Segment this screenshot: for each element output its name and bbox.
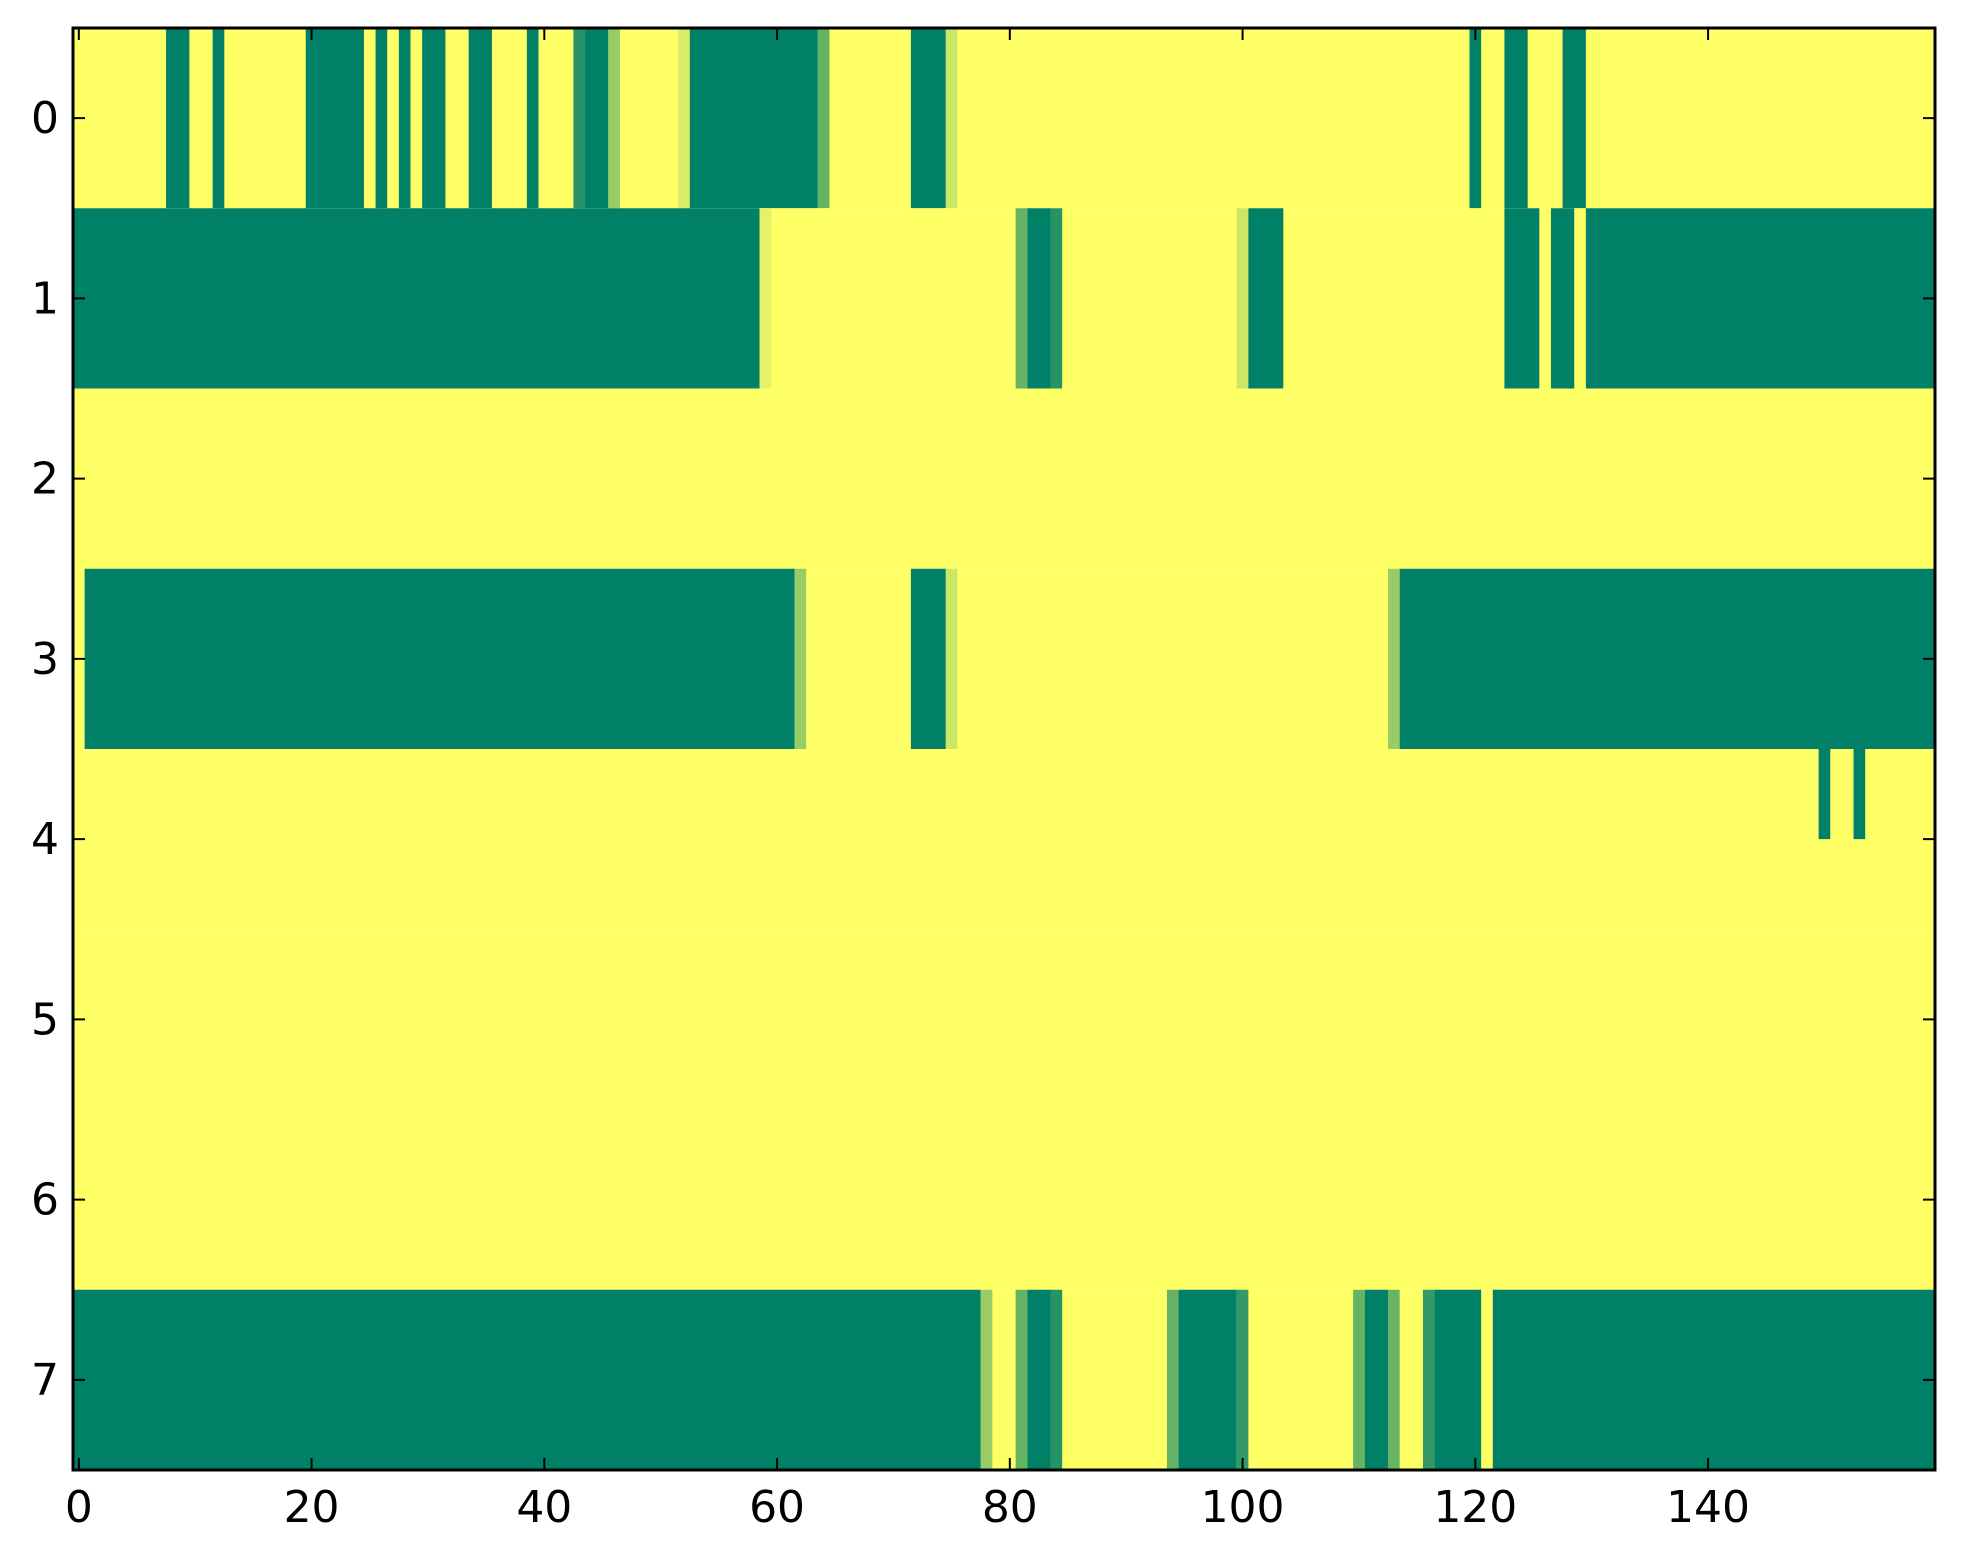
heatmap-cell-run — [945, 28, 958, 209]
heatmap-cell-run — [1364, 1289, 1389, 1470]
y-tick-label: 5 — [31, 994, 59, 1045]
heatmap-row-background — [73, 749, 1935, 930]
heatmap-cell-run — [1388, 568, 1400, 749]
heatmap-cell-run — [608, 28, 620, 209]
heatmap-cell-run — [794, 568, 807, 749]
heatmap-cell-run — [166, 28, 190, 209]
heatmap-cell-run — [1422, 1289, 1435, 1470]
x-tick-label: 100 — [1201, 1482, 1285, 1533]
heatmap-cell-run — [689, 28, 818, 209]
heatmap-cell-run — [1585, 208, 1935, 389]
heatmap-cell-run — [573, 28, 586, 209]
x-tick-label: 140 — [1666, 1482, 1750, 1533]
heatmap-cell-run — [1027, 1289, 1051, 1470]
heatmap-row-background — [73, 929, 1935, 1110]
x-tick-label: 0 — [65, 1482, 93, 1533]
heatmap-cell-run — [1353, 1289, 1365, 1470]
heatmap-row-2 — [73, 388, 1935, 569]
heatmap-cell-run — [375, 28, 388, 209]
heatmap-cell-run — [1399, 568, 1935, 749]
heatmap-row-1 — [73, 208, 1935, 389]
heatmap-cell-run — [1236, 1289, 1249, 1470]
heatmap-row-4 — [73, 749, 1935, 930]
heatmap-cell-run — [73, 208, 760, 389]
heatmap-cell-run — [1469, 28, 1482, 209]
y-tick-label: 2 — [31, 454, 59, 505]
x-tick-label: 60 — [749, 1482, 805, 1533]
heatmap-cell-run — [585, 28, 609, 209]
heatmap-cell-run — [945, 568, 958, 749]
heatmap-cell-run — [1015, 1289, 1028, 1470]
heatmap-cell-run — [817, 28, 830, 209]
axis-tick-labels: 0 20 40 60 80 100 120 140 0 1 2 3 4 5 6 7 — [31, 93, 1750, 1533]
heatmap-row-5 — [73, 929, 1935, 1110]
x-tick-label: 40 — [516, 1482, 572, 1533]
x-tick-label: 120 — [1433, 1482, 1517, 1533]
x-tick-label: 20 — [284, 1482, 340, 1533]
heatmap-cell-run — [422, 28, 446, 209]
heatmap-cell-run — [1504, 28, 1528, 209]
heatmap-cell-run — [1853, 749, 1866, 840]
heatmap-cell-run — [1562, 28, 1586, 209]
heatmap-cell-run — [1434, 1289, 1482, 1470]
heatmap-cell-run — [910, 568, 946, 749]
heatmap-cell-run — [73, 1289, 981, 1470]
heatmap-cell-run — [1050, 1289, 1063, 1470]
heatmap-row-background — [73, 388, 1935, 569]
y-tick-label: 4 — [31, 814, 59, 865]
heatmap-cell-run — [1027, 208, 1051, 389]
x-tick-label: 80 — [982, 1482, 1038, 1533]
heatmap-row-6 — [73, 1109, 1935, 1290]
heatmap-cell-run — [1248, 208, 1284, 389]
axis-ticks — [73, 28, 1935, 1470]
heatmap-cell-run — [84, 568, 795, 749]
heatmap-cell-run — [212, 28, 225, 209]
heatmap-row-0 — [73, 28, 1935, 209]
heatmap-cell-run — [1388, 1289, 1400, 1470]
heatmap-cell-run — [1050, 208, 1063, 389]
heatmap-cell-run — [1550, 208, 1575, 389]
y-tick-label: 1 — [31, 273, 59, 324]
plot-frame — [71, 26, 1937, 1472]
heatmap-cell-run — [1504, 208, 1540, 389]
heatmap-cell-run — [1492, 1289, 1935, 1470]
heatmap-cell-run — [305, 28, 364, 209]
heatmap-cell-run — [1236, 208, 1249, 389]
y-tick-label: 3 — [31, 634, 59, 685]
heatmap-row-7 — [73, 1289, 1935, 1470]
heatmap-cell-run — [468, 28, 492, 209]
heatmap-cells — [73, 28, 1935, 1470]
heatmap-cell-run — [1015, 208, 1028, 389]
heatmap-cell-run — [1178, 1289, 1237, 1470]
heatmap-cell-run — [910, 28, 946, 209]
y-tick-label: 6 — [31, 1175, 59, 1226]
heatmap-row-background — [73, 1109, 1935, 1290]
heatmap-cell-run — [980, 1289, 993, 1470]
heatmap-cell-run — [398, 28, 411, 209]
heatmap-cell-run — [1166, 1289, 1179, 1470]
y-tick-label: 0 — [31, 93, 59, 144]
heatmap-cell-run — [1818, 749, 1831, 840]
heatmap-cell-run — [678, 28, 690, 209]
heatmap-row-3 — [73, 568, 1935, 749]
heatmap-cell-run — [526, 28, 539, 209]
heatmap-cell-run — [759, 208, 772, 389]
y-tick-label: 7 — [31, 1355, 59, 1406]
